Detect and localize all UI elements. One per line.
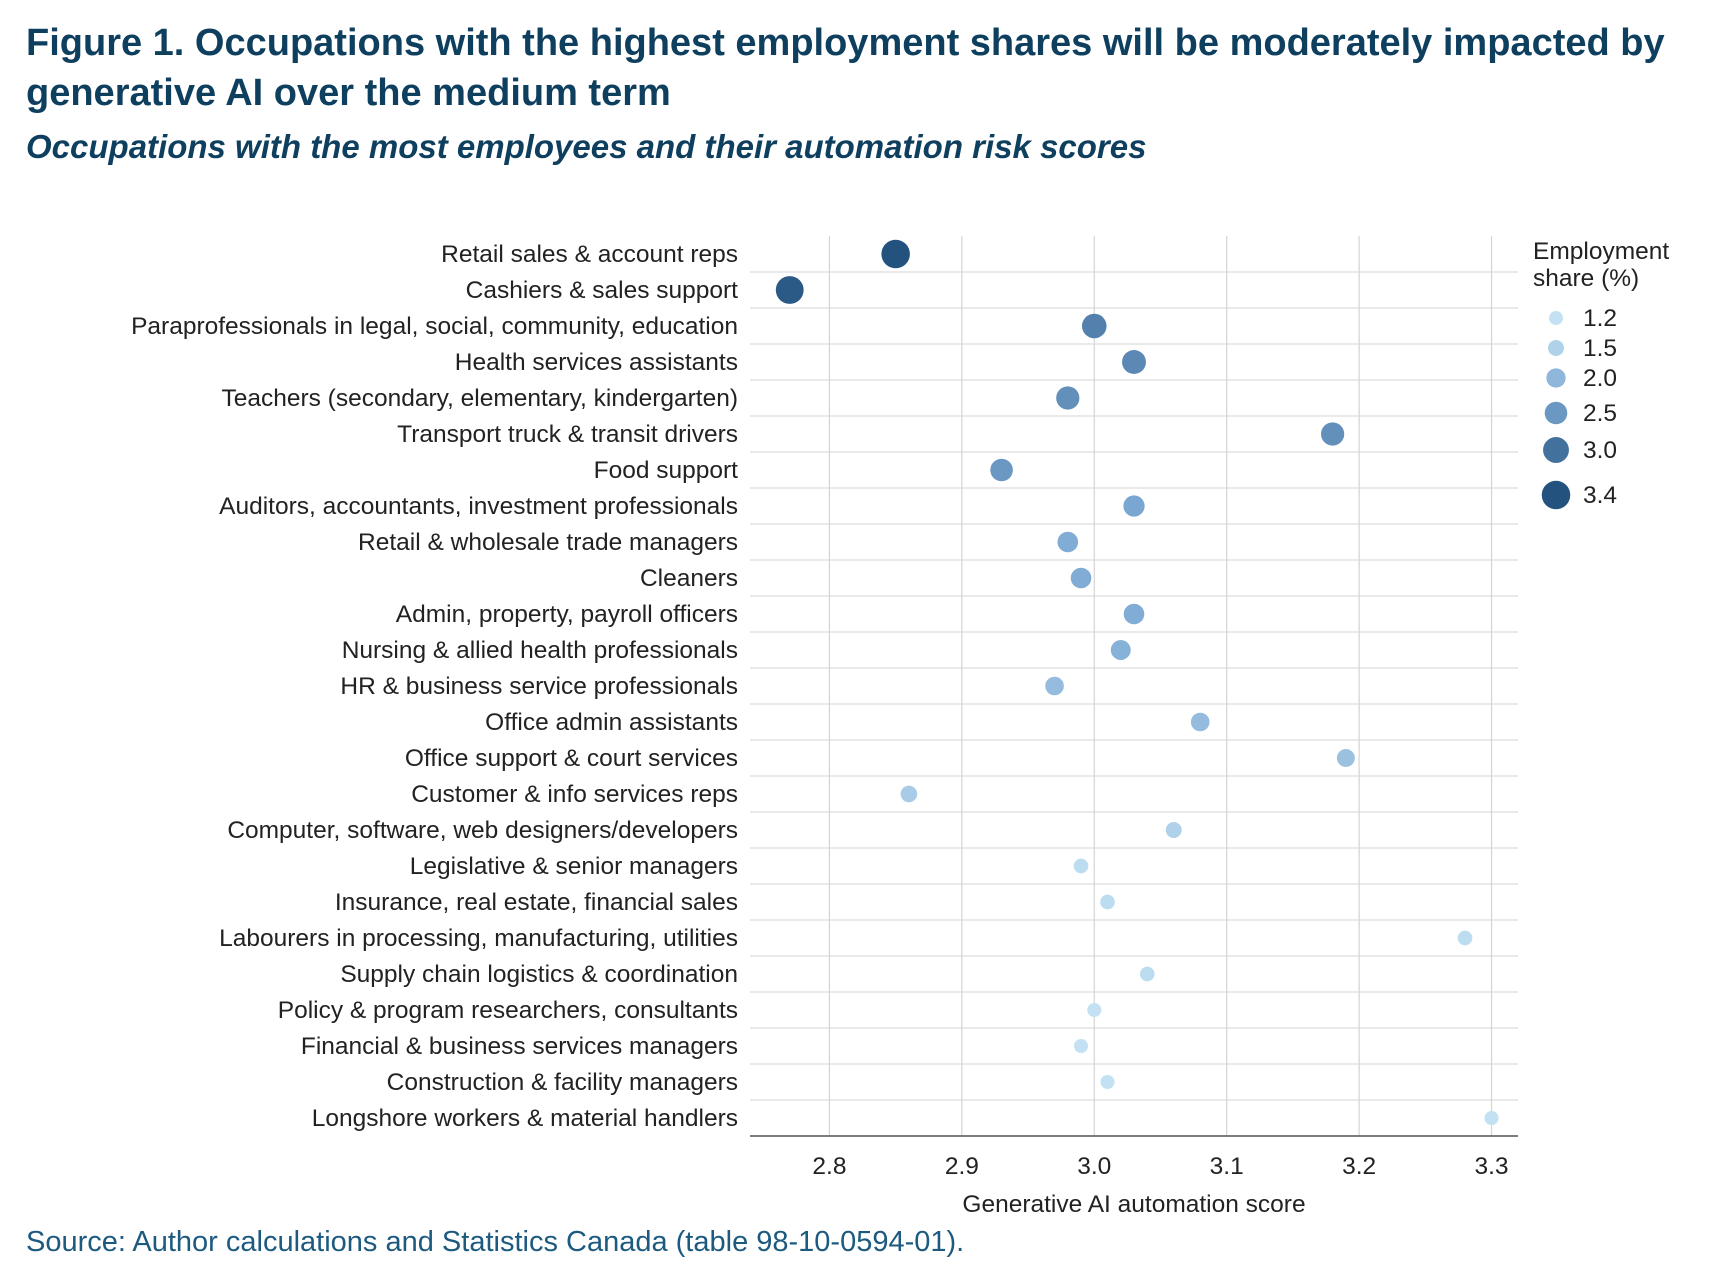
legend-marker xyxy=(1549,311,1563,325)
legend-marker xyxy=(1548,340,1564,356)
legend-label: 3.4 xyxy=(1583,482,1617,509)
grid-lines xyxy=(750,236,1518,1137)
category-label: Retail sales & account reps xyxy=(441,241,738,268)
data-point xyxy=(1074,1039,1089,1053)
legend-marker xyxy=(1541,480,1571,510)
x-tick-label: 3.3 xyxy=(1474,1153,1508,1180)
data-point xyxy=(775,276,804,304)
data-point xyxy=(1056,386,1080,410)
category-label: Nursing & allied health professionals xyxy=(342,637,738,664)
legend-label: 1.2 xyxy=(1583,305,1617,332)
category-label: Health services assistants xyxy=(455,349,738,376)
category-label: Teachers (secondary, elementary, kinderg… xyxy=(221,385,738,412)
category-label: Legislative & senior managers xyxy=(410,853,738,880)
source-note: Source: Author calculations and Statisti… xyxy=(26,1226,965,1258)
data-point xyxy=(1123,495,1145,517)
data-point xyxy=(1139,966,1155,982)
category-label: Admin, property, payroll officers xyxy=(396,601,738,628)
data-point xyxy=(1045,676,1064,696)
legend-title: share (%) xyxy=(1533,265,1639,292)
category-label: Food support xyxy=(594,457,739,484)
legend-label: 2.5 xyxy=(1583,400,1617,427)
data-point xyxy=(1073,858,1089,874)
category-label: Office admin assistants xyxy=(485,709,738,736)
category-label: Computer, software, web designers/develo… xyxy=(227,817,738,844)
legend-marker xyxy=(1546,368,1566,388)
category-label: Paraprofessionals in legal, social, comm… xyxy=(131,313,738,340)
category-label: HR & business service professionals xyxy=(340,673,738,700)
x-tick-label: 3.0 xyxy=(1077,1153,1111,1180)
data-point xyxy=(1081,313,1107,339)
data-point xyxy=(1100,894,1115,910)
category-label: Cleaners xyxy=(640,565,738,592)
chart-title: Figure 1. Occupations with the highest e… xyxy=(26,22,1665,114)
data-point xyxy=(1123,603,1145,625)
x-axis-title: Generative AI automation score xyxy=(962,1191,1305,1218)
data-point xyxy=(881,239,910,269)
category-label: Labourers in processing, manufacturing, … xyxy=(219,925,738,952)
data-point xyxy=(1057,531,1079,553)
data-point xyxy=(1087,1003,1102,1017)
data-point xyxy=(1457,930,1473,946)
x-tick-label: 3.1 xyxy=(1210,1153,1244,1180)
data-point xyxy=(1165,822,1182,838)
legend-label: 3.0 xyxy=(1583,437,1617,464)
category-label: Customer & info services reps xyxy=(411,781,738,808)
data-point xyxy=(1110,640,1131,660)
legend-marker xyxy=(1543,437,1569,463)
category-label: Longshore workers & material handlers xyxy=(312,1105,738,1132)
category-label: Transport truck & transit drivers xyxy=(397,421,738,448)
x-tick-label: 3.2 xyxy=(1342,1153,1376,1180)
category-label: Cashiers & sales support xyxy=(466,277,739,304)
category-labels: Retail sales & account reps Cashiers & sa… xyxy=(131,241,738,1132)
category-label: Office support & court services xyxy=(405,745,738,772)
x-tick-label: 2.8 xyxy=(812,1153,846,1180)
data-point xyxy=(1190,712,1210,732)
legend-label: 1.5 xyxy=(1583,335,1617,362)
legend-label: 2.0 xyxy=(1583,365,1617,392)
data-point xyxy=(990,458,1013,482)
category-label: Retail & wholesale trade managers xyxy=(358,529,738,556)
legend-title: Employment xyxy=(1533,238,1669,265)
data-point xyxy=(1100,1075,1115,1089)
chart-subtitle: Occupations with the most employees and … xyxy=(26,128,1147,165)
data-point xyxy=(1070,567,1092,589)
category-label: Policy & program researchers, consultant… xyxy=(278,997,738,1024)
category-label: Supply chain logistics & coordination xyxy=(340,961,738,988)
data-point xyxy=(1122,350,1146,374)
category-label: Financial & business services managers xyxy=(301,1033,738,1060)
data-point xyxy=(1484,1111,1499,1125)
data-point xyxy=(1336,749,1355,767)
data-points xyxy=(775,239,1499,1125)
x-axis: 2.8 2.9 3.0 3.1 3.2 3.3 Generative AI automati… xyxy=(750,1135,1518,1218)
legend-marker xyxy=(1544,401,1568,425)
category-label: Auditors, accountants, investment profes… xyxy=(219,493,738,520)
category-label: Construction & facility managers xyxy=(387,1069,738,1096)
data-point xyxy=(1321,422,1345,446)
category-label: Insurance, real estate, financial sales xyxy=(335,889,738,916)
data-point xyxy=(900,785,918,803)
x-tick-label: 2.9 xyxy=(945,1153,979,1180)
